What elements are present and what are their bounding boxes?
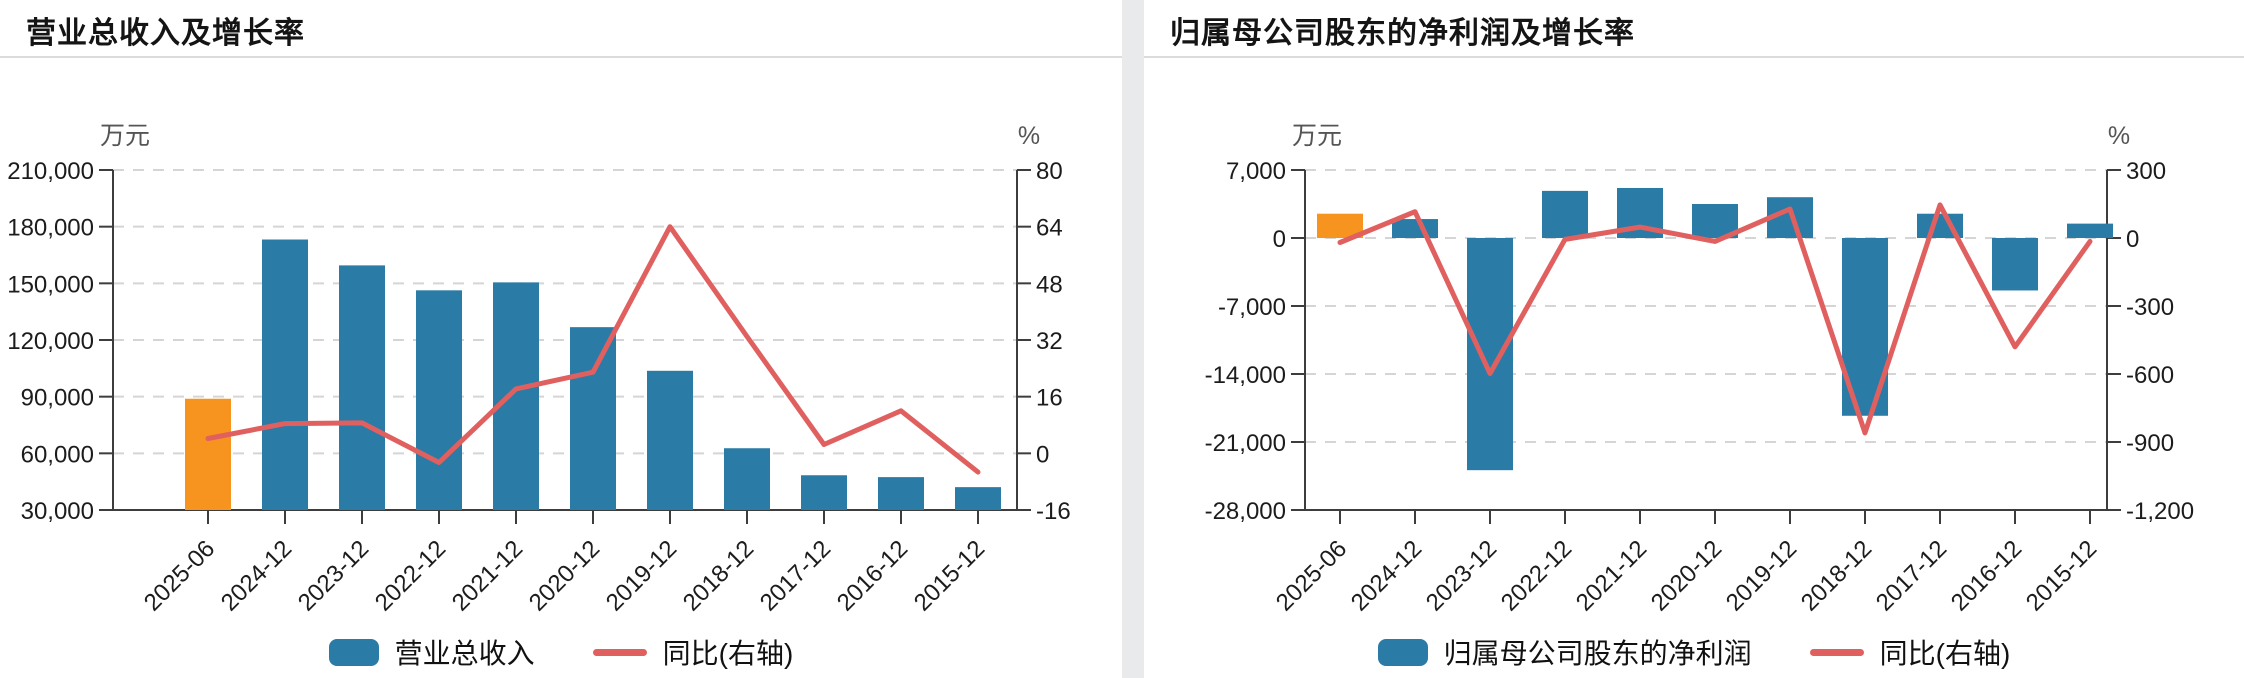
bar[interactable] xyxy=(493,282,539,510)
legend-item-revenue[interactable]: 营业总收入 xyxy=(328,632,535,672)
left-axis-tick-label: 7,000 xyxy=(1226,158,1286,185)
left-axis-tick-label: -14,000 xyxy=(1205,362,1286,389)
left-axis-tick-label: 60,000 xyxy=(21,441,94,468)
chart-legend: 归属母公司股东的净利润 同比(右轴) xyxy=(1144,632,2244,672)
right-axis-unit-label: % xyxy=(1018,122,1040,150)
right-axis-tick-label: 64 xyxy=(1036,215,1063,242)
x-tick-label: 2016-12 xyxy=(1946,535,2027,616)
page-title: 归属母公司股东的净利润及增长率 xyxy=(1170,17,1635,50)
legend-item-yoy[interactable]: 同比(右轴) xyxy=(1809,632,2011,672)
left-axis-unit-label: 万元 xyxy=(100,122,150,150)
bar-swatch-icon xyxy=(1377,638,1428,666)
legend-label: 营业总收入 xyxy=(394,638,535,669)
x-tick-label: 2017-12 xyxy=(1871,535,1952,616)
x-tick-label: 2018-12 xyxy=(678,535,759,616)
line-swatch-icon xyxy=(1809,648,1864,656)
right-axis-tick-label: 16 xyxy=(1036,385,1063,412)
growth-line[interactable] xyxy=(1337,202,2093,436)
x-tick-label: 2018-12 xyxy=(1796,535,1877,616)
bar-swatch-icon xyxy=(328,638,379,666)
left-axis-unit-label: 万元 xyxy=(1292,122,1342,150)
x-tick-label: 2023-12 xyxy=(293,535,374,616)
right-axis-tick-label: 48 xyxy=(1036,271,1063,298)
panel-divider xyxy=(1122,0,1144,678)
bar[interactable] xyxy=(724,448,770,510)
left-axis-tick-label: 210,000 xyxy=(7,158,94,185)
x-tick-label: 2025-06 xyxy=(139,535,220,616)
bar[interactable] xyxy=(955,487,1001,510)
bar[interactable] xyxy=(801,475,847,510)
bar[interactable] xyxy=(570,327,616,510)
left-axis-tick-label: -21,000 xyxy=(1205,430,1286,457)
bar[interactable] xyxy=(262,239,308,510)
left-axis-tick-label: 90,000 xyxy=(21,385,94,412)
right-axis-tick-label: 0 xyxy=(2126,226,2139,253)
bar[interactable] xyxy=(2067,223,2113,238)
right-axis-unit-label: % xyxy=(2108,122,2130,150)
title-divider xyxy=(1144,56,2244,58)
left-axis-tick-label: 180,000 xyxy=(7,215,94,242)
x-tick-label: 2016-12 xyxy=(832,535,913,616)
x-tick-label: 2019-12 xyxy=(1721,535,1802,616)
bar[interactable] xyxy=(185,398,231,510)
legend-label: 同比(右轴) xyxy=(1879,638,2011,669)
x-tick-label: 2023-12 xyxy=(1421,535,1502,616)
legend-label: 归属母公司股东的净利润 xyxy=(1443,638,1752,669)
bar[interactable] xyxy=(647,370,693,510)
x-tick-label: 2017-12 xyxy=(755,535,836,616)
bar[interactable] xyxy=(416,290,462,510)
revenue-chart: 210,000 180,000 150,000 120,000 90,000 60,000… xyxy=(7,122,1071,617)
growth-line[interactable] xyxy=(205,224,981,475)
left-axis-tick-label: 0 xyxy=(1273,226,1286,253)
left-axis-tick-label: -28,000 xyxy=(1205,498,1286,525)
left-axis-tick-label: -7,000 xyxy=(1218,294,1286,321)
bar[interactable] xyxy=(339,265,385,510)
net-profit-chart: 7,000 0 -7,000 -14,000 -21,000 -28,000 300 0 -30… xyxy=(1205,122,2194,617)
right-axis-tick-label: -300 xyxy=(2126,294,2174,321)
x-tick-label: 2020-12 xyxy=(524,535,605,616)
x-tick-label: 2019-12 xyxy=(601,535,682,616)
bar[interactable] xyxy=(1392,219,1438,238)
right-axis-tick-label: -16 xyxy=(1036,498,1071,525)
bar[interactable] xyxy=(1992,238,2038,291)
x-tick-label: 2022-12 xyxy=(370,535,451,616)
x-tick-label: 2015-12 xyxy=(909,535,990,616)
left-axis-tick-label: 150,000 xyxy=(7,271,94,298)
left-axis-tick-label: 120,000 xyxy=(7,328,94,355)
right-axis-tick-label: 80 xyxy=(1036,158,1063,185)
left-axis-tick-label: 30,000 xyxy=(21,498,94,525)
title-divider xyxy=(0,56,1122,58)
net-profit-panel: 归属母公司股东的净利润及增长率 7,000 0 -7,000 -14,000 -21,0… xyxy=(1144,0,2244,678)
right-axis-tick-label: -900 xyxy=(2126,430,2174,457)
x-tick-label: 2022-12 xyxy=(1496,535,1577,616)
x-tick-label: 2020-12 xyxy=(1646,535,1727,616)
x-tick-label: 2015-12 xyxy=(2021,535,2102,616)
x-tick-label: 2024-12 xyxy=(216,535,297,616)
revenue-panel: 营业总收入及增长率 210,000 180,000 150,000 120,000 90… xyxy=(0,17,1122,672)
right-axis-tick-label: -1,200 xyxy=(2126,498,2194,525)
bar[interactable] xyxy=(1542,190,1588,238)
x-tick-label: 2025-06 xyxy=(1271,535,1352,616)
page-title: 营业总收入及增长率 xyxy=(26,17,305,50)
right-axis-tick-label: 0 xyxy=(1036,441,1049,468)
line-swatch-icon xyxy=(592,648,647,656)
right-axis-tick-label: -600 xyxy=(2126,362,2174,389)
bar[interactable] xyxy=(1467,238,1513,471)
x-tick-label: 2024-12 xyxy=(1346,535,1427,616)
bar[interactable] xyxy=(878,477,924,510)
legend-item-yoy[interactable]: 同比(右轴) xyxy=(592,632,794,672)
right-axis-tick-label: 32 xyxy=(1036,328,1063,355)
legend-label: 同比(右轴) xyxy=(662,638,794,669)
chart-legend: 营业总收入 同比(右轴) xyxy=(0,632,1122,672)
legend-item-net-profit[interactable]: 归属母公司股东的净利润 xyxy=(1377,632,1752,672)
x-tick-label: 2021-12 xyxy=(447,535,528,616)
x-tick-label: 2021-12 xyxy=(1571,535,1652,616)
right-axis-tick-label: 300 xyxy=(2126,158,2166,185)
